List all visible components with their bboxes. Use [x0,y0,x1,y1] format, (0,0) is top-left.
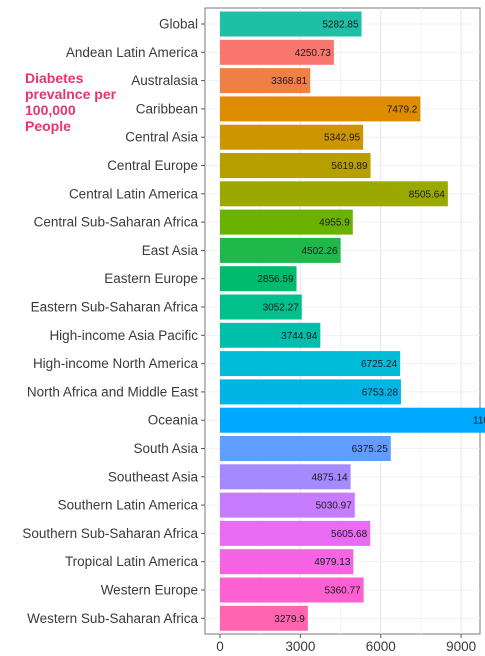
bar [220,237,341,263]
bar-value-label: 4250.73 [295,48,332,59]
bar [220,549,354,575]
bar-value-label: 4875.14 [311,472,348,483]
bar [220,209,353,235]
x-tick-label: 9000 [446,639,476,654]
category-label: Central Europe [107,158,198,173]
bar [220,124,364,150]
category-label: Eastern Sub-Saharan Africa [31,300,199,315]
bar [220,407,485,433]
category-label: Oceania [148,413,199,428]
bar [220,492,355,518]
category-label: Central Latin America [69,186,199,201]
category-label: High-income North America [33,356,199,371]
category-label: High-income Asia Pacific [49,328,198,343]
category-label: North Africa and Middle East [27,384,198,399]
chart-annotation: Diabetes prevalnce per 100,000 People [25,70,117,134]
bar-value-label: 6375.25 [352,444,389,455]
bar [220,577,364,603]
x-tick-label: 6000 [366,639,396,654]
bar-value-label: 4955.9 [319,218,350,229]
bar-value-label: 5030.97 [316,501,353,512]
bar [220,351,401,377]
bar [220,294,302,320]
category-label: Southern Latin America [58,498,199,513]
bar [220,39,334,65]
bar-value-label: 5605.68 [331,529,368,540]
category-label: Andean Latin America [66,45,199,60]
bar [220,153,371,178]
bar [220,605,308,631]
bar [220,181,448,207]
bar-value-label: 3368.81 [271,76,308,87]
bar [220,266,297,292]
bar [220,436,391,461]
bar [220,11,362,37]
bar-value-label: 7479.2 [387,104,418,115]
category-label: Southeast Asia [108,469,199,484]
category-label: Central Asia [125,130,198,145]
category-label: Western Europe [101,583,198,598]
bar [220,68,311,94]
category-label: Australasia [131,73,198,88]
bar-value-label: 2856.59 [257,274,294,285]
category-labels: Global Andean Latin America Australasia Car… [22,17,205,626]
bar-value-label: 11086.14 [473,416,485,427]
category-label: South Asia [133,441,198,456]
bar-value-label: 3744.94 [281,331,318,342]
category-label: East Asia [142,243,199,258]
bar-value-label: 3279.9 [274,614,305,625]
category-label: Global [159,17,198,32]
bar-value-label: 5342.95 [324,133,361,144]
bar-value-label: 4979.13 [314,557,351,568]
bar-value-label: 6725.24 [361,359,398,370]
category-label: Eastern Europe [104,271,198,286]
bar [220,520,371,546]
category-label: Western Sub-Saharan Africa [27,611,198,626]
x-tick-label: 0 [216,639,224,654]
bar [220,322,321,348]
bar [220,464,351,490]
category-label: Caribbean [136,101,198,116]
x-axis: 0 3000 6000 9000 [216,634,476,654]
bar-value-label: 5282.85 [322,20,359,31]
bar-value-label: 4502.26 [301,246,338,257]
bar-value-label: 6753.28 [362,387,399,398]
category-label: Central Sub-Saharan Africa [34,215,199,230]
bars-group: 5282.85 4250.73 3368.81 7479.2 5342.95 5619.8… [220,11,485,631]
x-tick-label: 3000 [285,639,315,654]
category-label: Southern Sub-Saharan Africa [22,526,198,541]
bar-value-label: 5360.77 [324,586,361,597]
bar-value-label: 8505.64 [409,189,446,200]
bar [220,96,421,122]
category-label: Tropical Latin America [65,554,199,569]
bar [220,379,401,405]
bar-value-label: 5619.89 [331,161,368,172]
bar-value-label: 3052.27 [263,303,300,314]
